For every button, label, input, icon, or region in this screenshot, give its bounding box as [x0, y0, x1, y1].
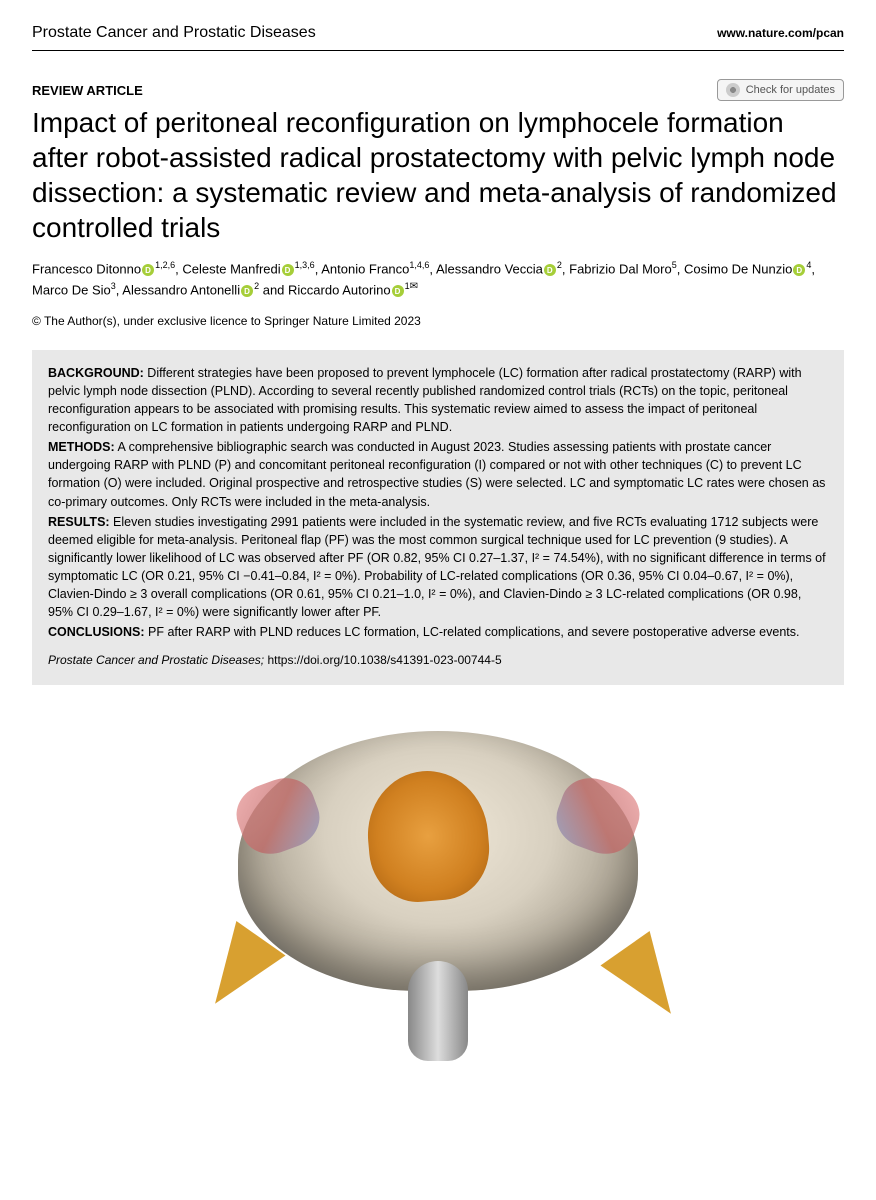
orcid-icon[interactable] [142, 264, 154, 276]
author-affiliation: 5 [672, 260, 677, 270]
orcid-icon[interactable] [793, 264, 805, 276]
abstract-box: BACKGROUND: Different strategies have be… [32, 350, 844, 685]
abstract-results: RESULTS: Eleven studies investigating 29… [48, 513, 828, 622]
article-type: REVIEW ARTICLE [32, 83, 143, 98]
anatomical-illustration [188, 701, 688, 1071]
author-affiliation: 1,2,6 [155, 260, 175, 270]
figure-tube-shape [408, 961, 468, 1061]
methods-label: METHODS: [48, 440, 115, 454]
article-title: Impact of peritoneal reconfiguration on … [32, 105, 844, 245]
author-name: Alessandro Veccia [436, 261, 543, 276]
author-affiliation: 4 [806, 260, 811, 270]
methods-text: A comprehensive bibliographic search was… [48, 440, 825, 508]
doi-journal: Prostate Cancer and Prostatic Diseases [48, 653, 261, 667]
figure-arrow-right [600, 931, 695, 1031]
orcid-icon[interactable] [392, 285, 404, 297]
author-affiliation: 2 [557, 260, 562, 270]
orcid-icon[interactable] [282, 264, 294, 276]
corresponding-icon[interactable]: ✉ [410, 279, 418, 294]
author-affiliation: 2 [254, 281, 259, 291]
author-affiliation: 1,3,6 [295, 260, 315, 270]
author-name: Celeste Manfredi [182, 261, 280, 276]
background-text: Different strategies have been proposed … [48, 366, 802, 434]
article-type-row: REVIEW ARTICLE Check for updates [32, 79, 844, 101]
page-header: Prostate Cancer and Prostatic Diseases w… [32, 24, 844, 42]
orcid-icon[interactable] [544, 264, 556, 276]
author-name: Antonio Franco [321, 261, 409, 276]
author-name: Francesco Ditonno [32, 261, 141, 276]
conclusions-text: PF after RARP with PLND reduces LC forma… [145, 625, 800, 639]
author-name: Cosimo De Nunzio [684, 261, 792, 276]
figure-area [32, 701, 844, 1076]
author-name: Riccardo Autorino [288, 282, 391, 297]
author-list: Francesco Ditonno1,2,6, Celeste Manfredi… [32, 259, 844, 300]
journal-url[interactable]: www.nature.com/pcan [717, 26, 844, 40]
abstract-conclusions: CONCLUSIONS: PF after RARP with PLND red… [48, 623, 828, 641]
journal-name: Prostate Cancer and Prostatic Diseases [32, 24, 316, 42]
check-updates-icon [726, 83, 740, 97]
check-updates-label: Check for updates [746, 84, 835, 96]
author-name: Fabrizio Dal Moro [569, 261, 672, 276]
doi-url[interactable]: https://doi.org/10.1038/s41391-023-00744… [267, 653, 501, 667]
copyright-line: © The Author(s), under exclusive licence… [32, 314, 844, 328]
author-name: Marco De Sio [32, 282, 111, 297]
check-updates-button[interactable]: Check for updates [717, 79, 844, 101]
conclusions-label: CONCLUSIONS: [48, 625, 145, 639]
author-affiliation: 1,4,6 [409, 260, 429, 270]
orcid-icon[interactable] [241, 285, 253, 297]
background-label: BACKGROUND: [48, 366, 144, 380]
author-name: Alessandro Antonelli [122, 282, 240, 297]
results-text: Eleven studies investigating 2991 patien… [48, 515, 826, 620]
results-label: RESULTS: [48, 515, 110, 529]
doi-line: Prostate Cancer and Prostatic Diseases; … [48, 652, 828, 669]
abstract-background: BACKGROUND: Different strategies have be… [48, 364, 828, 437]
header-divider [32, 50, 844, 51]
author-affiliation: 3 [111, 281, 116, 291]
abstract-methods: METHODS: A comprehensive bibliographic s… [48, 438, 828, 511]
